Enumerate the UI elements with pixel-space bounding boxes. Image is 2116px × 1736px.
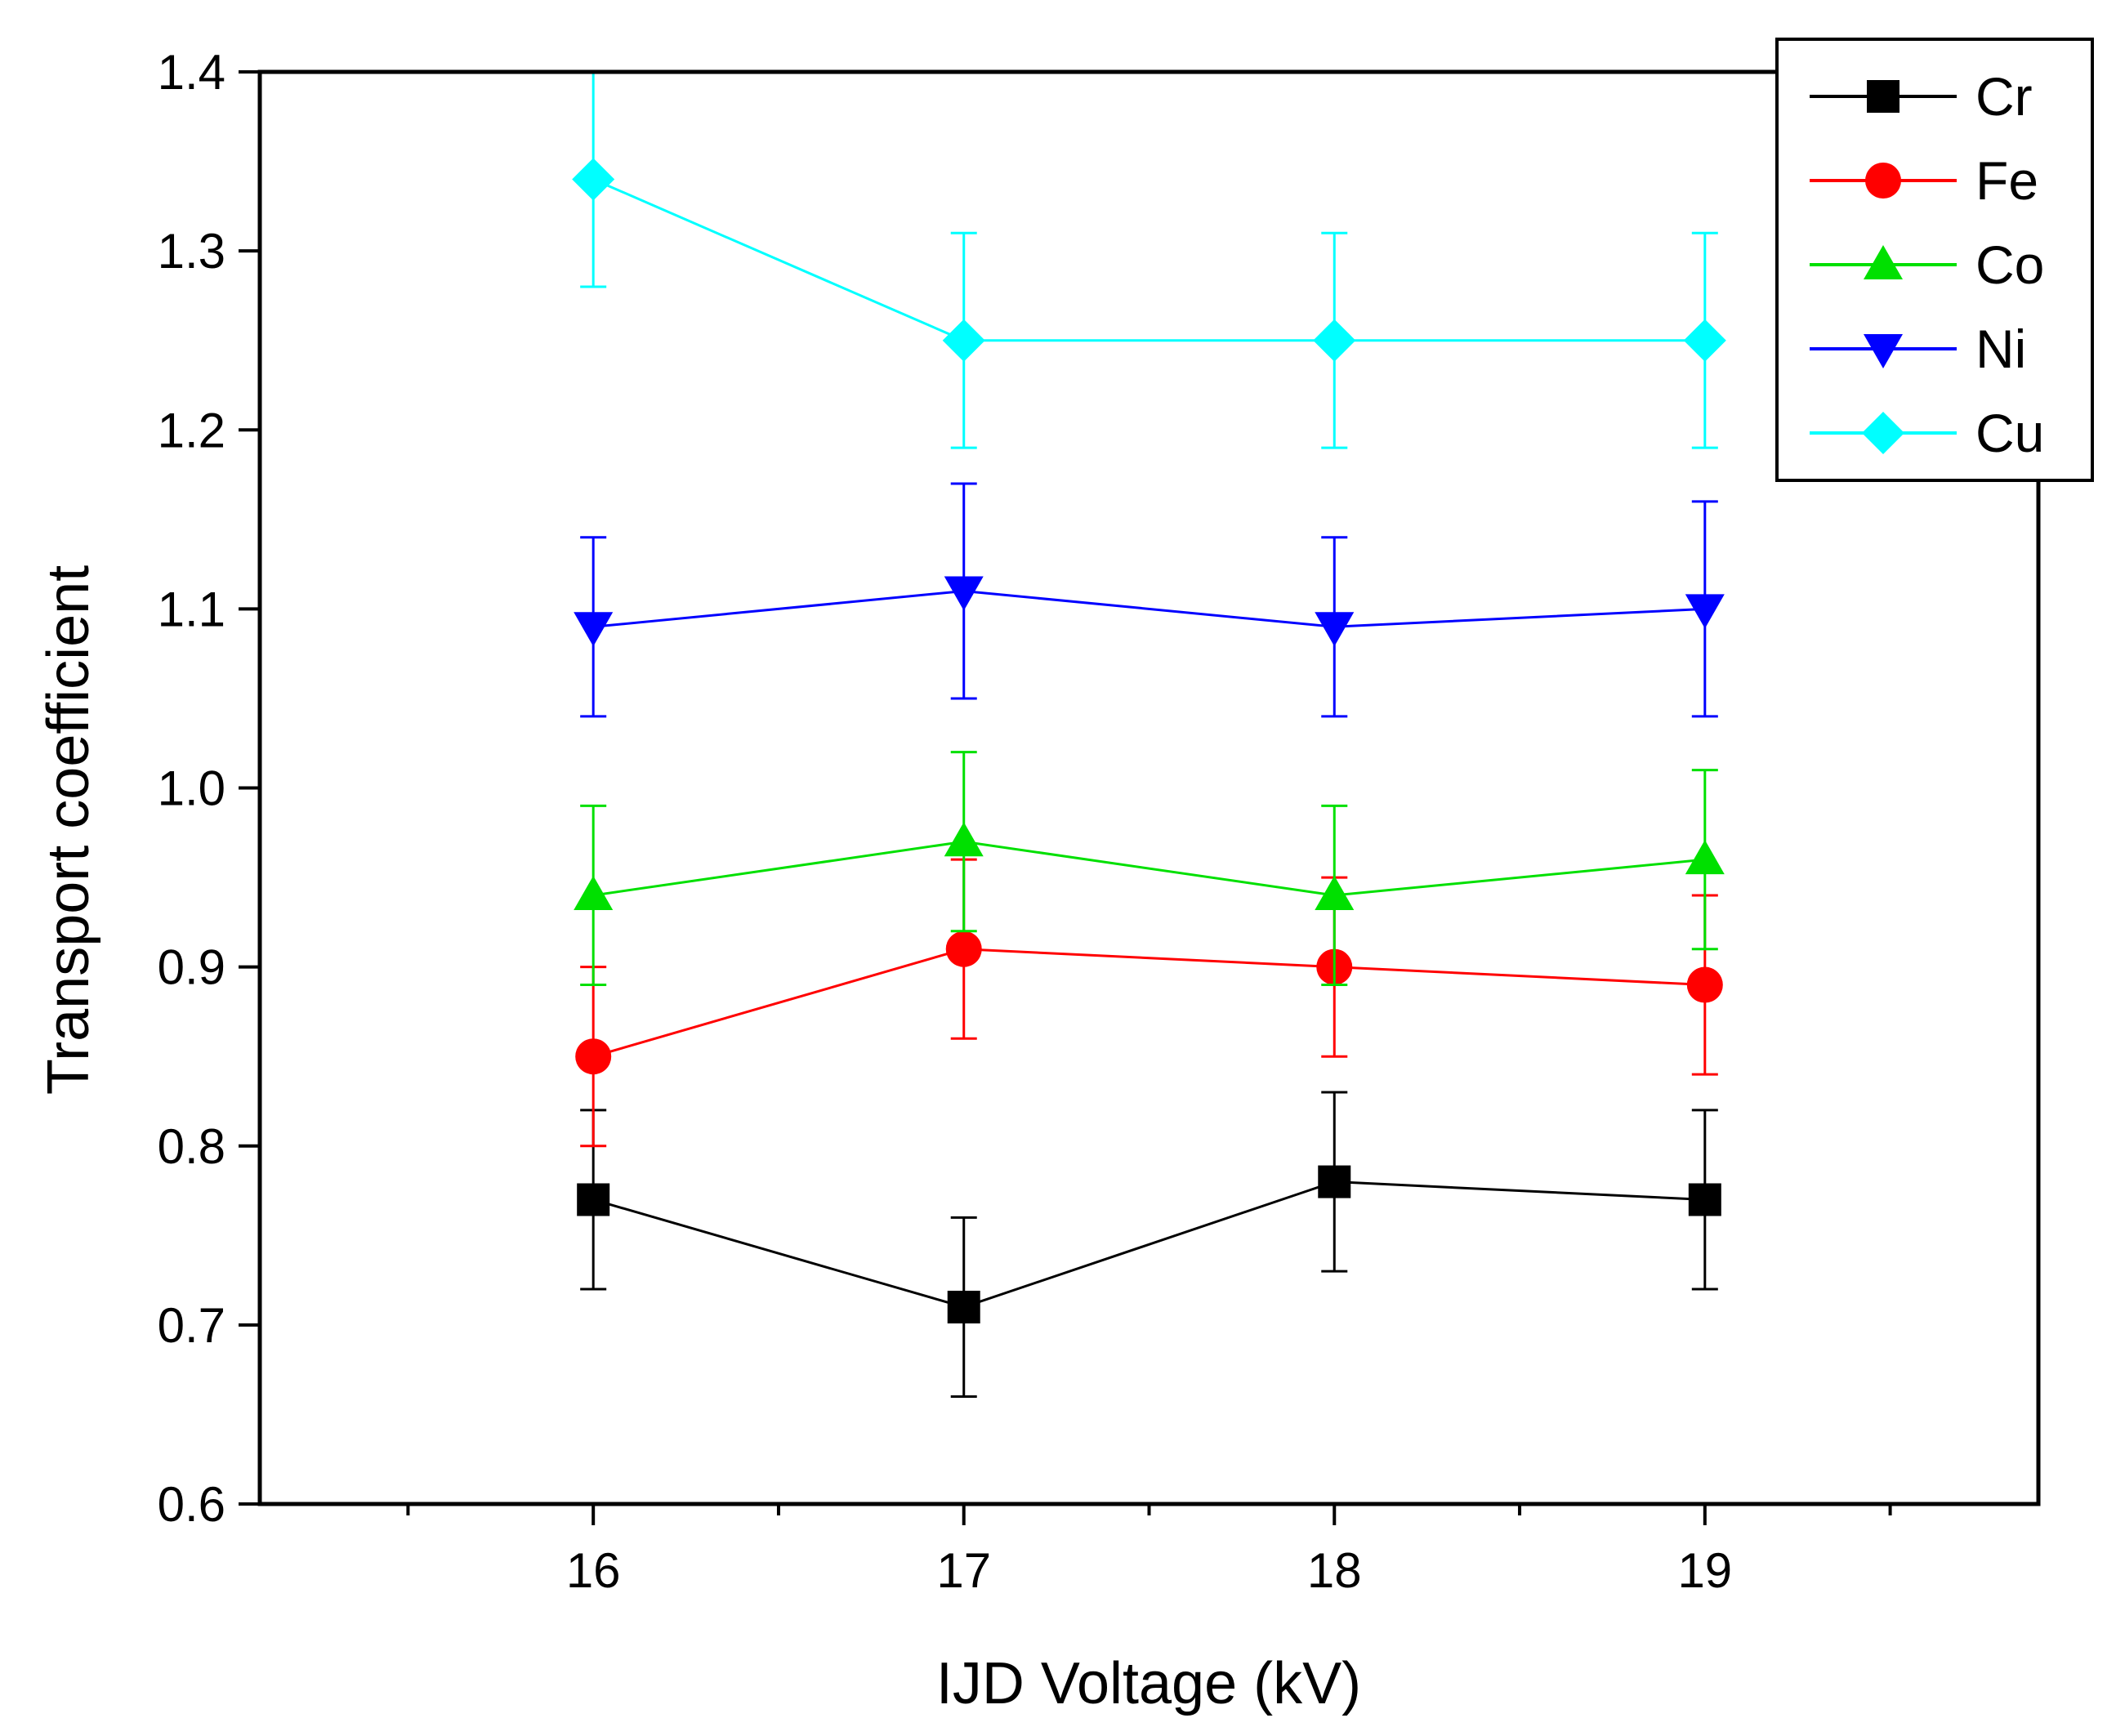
x-tick-label: 19 bbox=[1677, 1543, 1732, 1598]
y-tick-label: 0.6 bbox=[158, 1477, 225, 1532]
y-tick-label: 1.0 bbox=[158, 761, 225, 816]
axes-layer: 0.6 0.7 0.8 0.9 1.0 1.1 1.2 1.3 1.4 16 17 18 19 bbox=[158, 45, 1892, 1598]
legend-label-fe: Fe bbox=[1975, 150, 2038, 211]
ni-point bbox=[1315, 612, 1355, 647]
legend: Cr Fe Co Ni Cu bbox=[1775, 38, 2094, 482]
y-tick-label: 0.7 bbox=[158, 1298, 225, 1353]
cr-point bbox=[947, 1290, 980, 1323]
x-axis-title: IJD Voltage (kV) bbox=[936, 1651, 1361, 1716]
y-tick-label: 1.3 bbox=[158, 224, 225, 279]
cr-point bbox=[1318, 1165, 1351, 1198]
cu-point bbox=[942, 319, 985, 362]
y-tick-label: 0.8 bbox=[158, 1119, 225, 1174]
co-line bbox=[592, 840, 1705, 897]
fe-line bbox=[592, 948, 1705, 1058]
y-axis-title: Transport coefficient bbox=[36, 565, 101, 1095]
legend-label-cr: Cr bbox=[1975, 66, 2033, 127]
legend-marker-fe bbox=[1865, 163, 1901, 199]
legend-label-ni: Ni bbox=[1975, 319, 2026, 379]
co-point bbox=[1685, 840, 1725, 875]
co-point bbox=[574, 875, 614, 910]
y-tick-label: 1.2 bbox=[158, 403, 225, 457]
series-ni bbox=[574, 482, 1725, 718]
series-layer bbox=[572, 70, 1726, 1399]
cu-point bbox=[1683, 319, 1726, 362]
x-tick-label: 18 bbox=[1307, 1543, 1362, 1598]
x-tick-label: 16 bbox=[566, 1543, 621, 1598]
series-co bbox=[574, 751, 1725, 987]
ni-line bbox=[593, 589, 1705, 628]
cr-point bbox=[1688, 1183, 1721, 1216]
y-tick-label: 1.4 bbox=[158, 45, 225, 100]
series-cu bbox=[572, 70, 1726, 449]
series-fe bbox=[575, 858, 1723, 1148]
legend-marker-ni bbox=[1864, 334, 1903, 368]
legend-label-co: Co bbox=[1975, 234, 2044, 295]
cr-line bbox=[592, 1180, 1705, 1309]
legend-box bbox=[1775, 38, 2094, 482]
cr-point bbox=[577, 1183, 610, 1216]
legend-marker-cu bbox=[1862, 412, 1904, 454]
fe-point bbox=[945, 930, 982, 967]
plot-area-frame bbox=[257, 69, 2041, 1506]
co-point bbox=[1315, 875, 1355, 910]
y-tick-label: 0.9 bbox=[158, 940, 225, 995]
x-tick-label: 17 bbox=[936, 1543, 991, 1598]
ni-point bbox=[574, 612, 614, 647]
series-cr bbox=[577, 1091, 1721, 1399]
cu-point bbox=[572, 158, 615, 201]
co-point bbox=[944, 822, 984, 857]
ni-point bbox=[1685, 594, 1725, 629]
cu-line bbox=[592, 178, 1705, 342]
cu-point bbox=[1313, 319, 1356, 362]
legend-marker-co bbox=[1864, 245, 1903, 279]
y-tick-label: 1.1 bbox=[158, 582, 225, 636]
fe-point bbox=[575, 1038, 612, 1075]
legend-marker-cr bbox=[1867, 80, 1899, 113]
fe-point bbox=[1686, 966, 1723, 1003]
legend-label-cu: Cu bbox=[1975, 403, 2044, 463]
ni-point bbox=[944, 576, 984, 611]
